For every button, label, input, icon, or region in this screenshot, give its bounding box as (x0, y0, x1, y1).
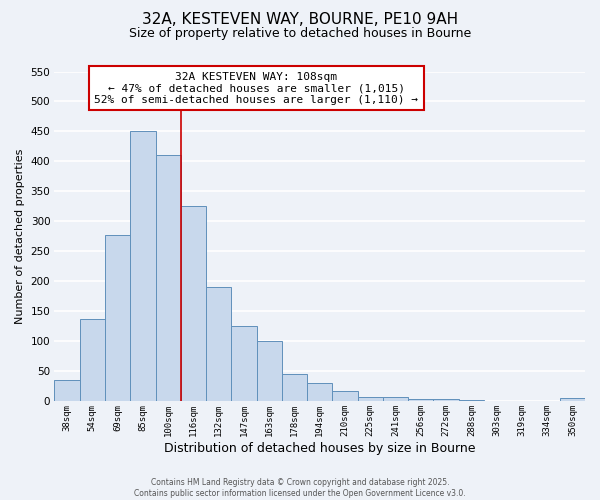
Bar (130, 132, 155, 402)
Bar (484, 401, 509, 402)
Bar (55, 380, 80, 402)
Bar (232, 326, 257, 402)
Bar (105, 236, 130, 402)
Bar (332, 390, 358, 402)
Bar (560, 398, 585, 402)
Bar (80, 319, 105, 402)
X-axis label: Distribution of detached houses by size in Bourne: Distribution of detached houses by size … (164, 442, 475, 455)
Bar (509, 401, 535, 402)
Bar (307, 383, 332, 402)
Bar (155, 156, 181, 402)
Bar (257, 342, 282, 402)
Bar (408, 399, 433, 402)
Bar (206, 288, 232, 402)
Bar (358, 397, 383, 402)
Text: 32A, KESTEVEN WAY, BOURNE, PE10 9AH: 32A, KESTEVEN WAY, BOURNE, PE10 9AH (142, 12, 458, 28)
Text: 32A KESTEVEN WAY: 108sqm
← 47% of detached houses are smaller (1,015)
52% of sem: 32A KESTEVEN WAY: 108sqm ← 47% of detach… (94, 72, 418, 104)
Bar (433, 399, 458, 402)
Bar (383, 397, 408, 402)
Text: Size of property relative to detached houses in Bourne: Size of property relative to detached ho… (129, 28, 471, 40)
Bar (282, 374, 307, 402)
Bar (181, 206, 206, 402)
Bar (458, 400, 484, 402)
Y-axis label: Number of detached properties: Number of detached properties (15, 149, 25, 324)
Text: Contains HM Land Registry data © Crown copyright and database right 2025.
Contai: Contains HM Land Registry data © Crown c… (134, 478, 466, 498)
